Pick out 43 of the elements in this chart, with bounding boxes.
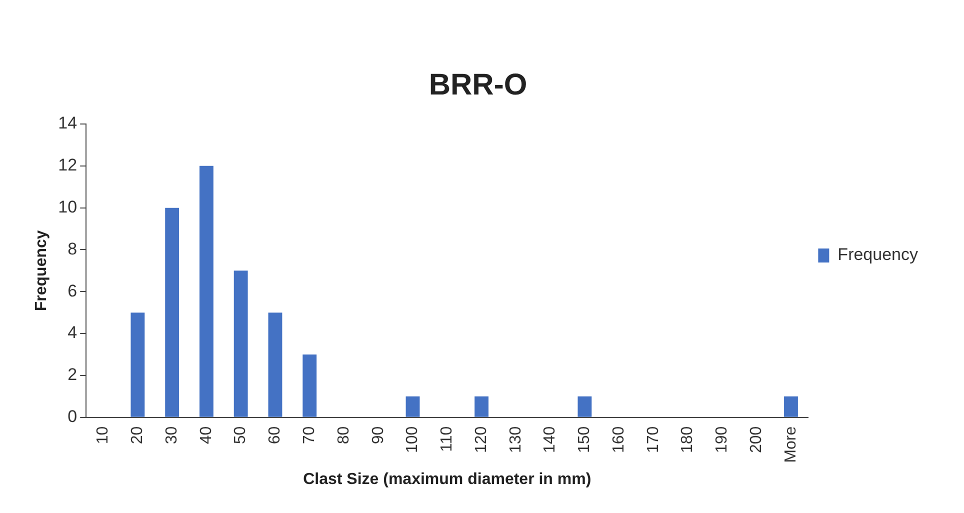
x-tick-label: 10 — [94, 426, 112, 444]
bar — [199, 166, 214, 417]
x-tick-label: 170 — [644, 426, 662, 454]
x-tick-label: 140 — [542, 426, 559, 454]
y-tick-label: 4 — [68, 323, 78, 342]
y-tick-label: 0 — [68, 407, 78, 426]
bar — [268, 312, 282, 417]
x-tick-label: 130 — [507, 426, 524, 454]
x-tick-label: 90 — [370, 426, 387, 444]
y-axis-title: Frequency — [33, 230, 50, 312]
bar — [474, 396, 488, 417]
y-tick-label: 2 — [68, 365, 78, 384]
bar — [130, 312, 145, 417]
y-tick-label: 14 — [58, 114, 78, 133]
x-axis-title: Clast Size (maximum diameter in mm) — [303, 470, 592, 488]
x-tick-label: 190 — [714, 426, 731, 454]
legend-label: Frequency — [838, 245, 918, 264]
x-tick-label: 30 — [163, 426, 180, 444]
x-tick-label: 50 — [232, 426, 250, 444]
x-tick-label: 60 — [266, 426, 284, 444]
x-tick-label: 80 — [335, 426, 352, 444]
x-tick-label: More — [782, 426, 800, 463]
x-tick-label: 160 — [610, 426, 628, 454]
x-tick-label: 200 — [748, 426, 766, 454]
x-tick-label: 40 — [198, 426, 215, 444]
y-tick-label: 12 — [58, 156, 78, 175]
x-tick-label: 120 — [472, 426, 490, 454]
bar — [302, 354, 317, 417]
chart-title: BRR-O — [428, 68, 528, 102]
bar — [578, 396, 592, 417]
bar — [234, 270, 248, 417]
y-tick-label: 10 — [58, 198, 78, 216]
x-tick-label: 70 — [301, 426, 318, 444]
bar — [784, 396, 798, 417]
bar — [165, 208, 180, 417]
x-tick-label: 100 — [404, 426, 422, 454]
x-tick-label: 110 — [438, 426, 456, 452]
y-tick-label: 6 — [68, 281, 78, 300]
y-tick-label: 8 — [68, 239, 78, 258]
bar — [406, 396, 420, 417]
x-tick-label: 180 — [679, 426, 696, 454]
x-tick-label: 20 — [129, 426, 146, 444]
x-tick-label: 150 — [576, 426, 594, 454]
